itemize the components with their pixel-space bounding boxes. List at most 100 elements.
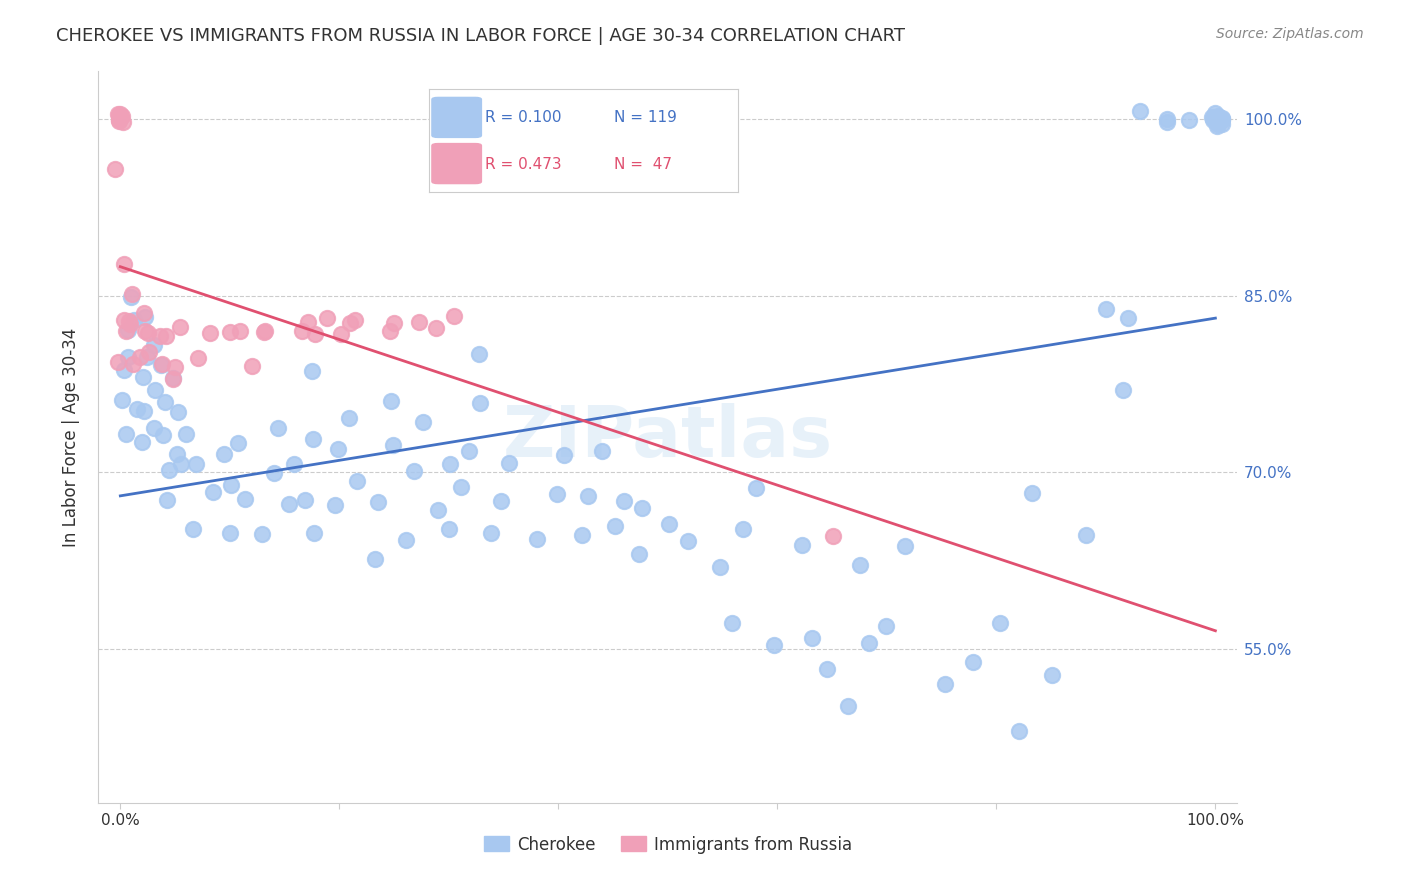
Point xyxy=(470,396,492,410)
Legend: Cherokee, Immigrants from Russia: Cherokee, Immigrants from Russia xyxy=(477,829,859,860)
Text: Source: ZipAtlas.com: Source: ZipAtlas.com xyxy=(1216,27,1364,41)
Point xyxy=(263,466,285,480)
Point xyxy=(120,290,142,304)
Point xyxy=(134,324,156,338)
Point xyxy=(162,370,184,384)
Text: N = 119: N = 119 xyxy=(614,111,678,126)
Point xyxy=(343,313,366,327)
Point xyxy=(792,537,814,551)
Point xyxy=(143,338,166,352)
Point xyxy=(1208,113,1230,128)
Point xyxy=(326,442,349,456)
Point xyxy=(266,420,288,434)
Point xyxy=(301,432,323,446)
Point xyxy=(136,350,159,364)
Point xyxy=(155,328,177,343)
Point xyxy=(733,522,755,536)
Point xyxy=(613,493,636,508)
Point xyxy=(108,113,131,128)
Point xyxy=(117,350,139,364)
Point xyxy=(132,404,155,418)
Point xyxy=(198,326,221,341)
Point xyxy=(240,359,263,374)
Point xyxy=(163,359,186,374)
Point xyxy=(605,519,627,533)
Point xyxy=(219,325,242,339)
Text: CHEROKEE VS IMMIGRANTS FROM RUSSIA IN LABOR FORCE | AGE 30-34 CORRELATION CHART: CHEROKEE VS IMMIGRANTS FROM RUSSIA IN LA… xyxy=(56,27,905,45)
Text: R = 0.473: R = 0.473 xyxy=(485,157,561,171)
Point xyxy=(1202,112,1225,126)
Point xyxy=(1076,528,1098,542)
Point xyxy=(709,560,731,574)
Point xyxy=(111,115,134,129)
Point xyxy=(425,320,447,334)
Point xyxy=(1208,109,1230,123)
Point xyxy=(1201,110,1223,124)
Point xyxy=(1204,110,1226,124)
Point xyxy=(157,463,180,477)
Point xyxy=(380,393,402,408)
Point xyxy=(1008,723,1031,738)
Point xyxy=(108,107,131,121)
Point xyxy=(858,636,880,650)
Point xyxy=(837,699,859,714)
Point xyxy=(408,315,430,329)
Point xyxy=(108,113,131,128)
Point xyxy=(253,325,276,339)
Point xyxy=(111,393,134,408)
Point xyxy=(934,677,956,691)
Point xyxy=(166,447,188,461)
Point xyxy=(138,345,160,359)
Point xyxy=(1211,113,1233,128)
Point xyxy=(1206,119,1229,133)
Point xyxy=(576,489,599,503)
Point xyxy=(107,107,129,121)
Point xyxy=(1116,310,1139,325)
Point xyxy=(404,464,426,478)
Point xyxy=(1211,117,1233,131)
Point xyxy=(1111,383,1133,397)
Text: N =  47: N = 47 xyxy=(614,157,672,171)
FancyBboxPatch shape xyxy=(432,144,481,184)
Point xyxy=(821,529,844,543)
Point xyxy=(115,324,138,338)
Point xyxy=(115,426,138,441)
Point xyxy=(378,325,401,339)
Point xyxy=(136,326,159,340)
Text: R = 0.100: R = 0.100 xyxy=(485,111,561,126)
Point xyxy=(1202,111,1225,125)
Point xyxy=(149,328,172,343)
Point xyxy=(526,533,548,547)
Point xyxy=(412,415,434,429)
Point xyxy=(118,313,141,327)
Point xyxy=(219,477,242,491)
Point xyxy=(382,316,405,330)
Point xyxy=(426,503,449,517)
Point xyxy=(329,327,352,342)
Point xyxy=(291,324,314,338)
Text: ZIPatlas: ZIPatlas xyxy=(503,402,832,472)
Point xyxy=(1211,112,1233,127)
Point xyxy=(117,323,139,337)
Point xyxy=(1206,115,1229,129)
Point xyxy=(450,480,472,494)
Point xyxy=(439,458,461,472)
Point xyxy=(127,401,149,416)
Point xyxy=(437,522,460,536)
Point xyxy=(112,363,135,377)
Point xyxy=(1204,106,1226,120)
Point xyxy=(395,533,418,547)
Point xyxy=(546,487,568,501)
Point xyxy=(1156,112,1178,126)
Point xyxy=(744,482,766,496)
Point xyxy=(156,492,179,507)
Point xyxy=(339,316,361,330)
Point xyxy=(167,405,190,419)
Point xyxy=(153,395,176,409)
Point xyxy=(875,619,897,633)
Point xyxy=(346,475,368,489)
Point xyxy=(990,615,1012,630)
Point xyxy=(301,364,323,378)
Point xyxy=(183,522,205,536)
Point xyxy=(498,456,520,470)
